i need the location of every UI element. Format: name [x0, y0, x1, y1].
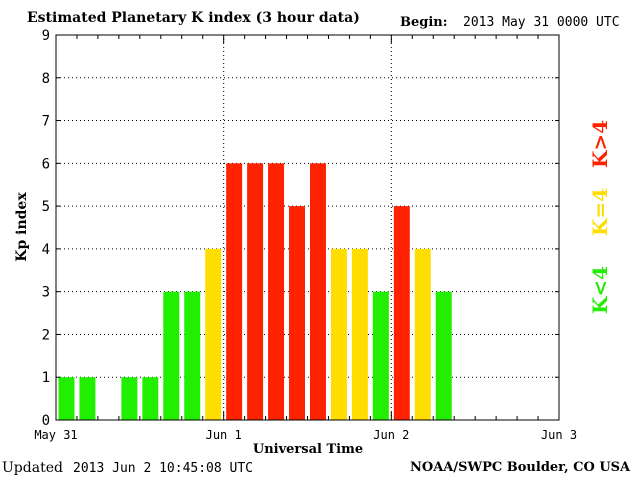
updated-value: 2013 Jun 2 10:45:08 UTC: [73, 461, 254, 476]
kp-bar: [393, 206, 410, 420]
kp-bar: [184, 291, 201, 420]
kp-bar: [226, 163, 243, 421]
x-tick-label: Jun 2: [373, 428, 409, 442]
y-tick-label: 6: [42, 156, 50, 172]
kp-bar: [58, 377, 75, 420]
x-tick-label: Jun 1: [206, 428, 242, 442]
y-tick-label: 7: [42, 114, 50, 130]
bars-layer: [58, 163, 452, 421]
kp-bar: [310, 163, 326, 421]
x-ticks: May 31 Jun 1 Jun 2 Jun 3: [34, 35, 577, 442]
kp-bar: [247, 163, 264, 421]
chart-title: Estimated Planetary K index (3 hour data…: [27, 10, 360, 26]
y-tick-label: 9: [42, 28, 50, 44]
kp-bar: [435, 291, 452, 420]
credit-text: NOAA/SWPC Boulder, CO USA: [410, 460, 631, 475]
y-tick-label: 1: [42, 370, 50, 386]
kp-bar: [79, 377, 96, 420]
y-tick-label: 3: [42, 285, 50, 301]
kp-bar: [289, 206, 305, 420]
y-tick-label: 8: [42, 71, 50, 87]
kp-bar: [121, 377, 138, 420]
updated-label: Updated: [2, 460, 63, 476]
legend-entry: K>4: [588, 120, 612, 168]
begin-value: 2013 May 31 0000 UTC: [463, 15, 620, 30]
legend: K<4 K=4 K>4: [588, 120, 612, 314]
x-tick-label: Jun 3: [541, 428, 577, 442]
y-axis-label: Kp index: [14, 192, 30, 262]
kp-bar: [330, 248, 347, 420]
kp-bar: [351, 248, 368, 420]
kp-bar: [268, 163, 285, 421]
y-tick-label: 5: [42, 199, 50, 215]
x-axis-label: Universal Time: [253, 442, 363, 457]
kp-bar: [372, 291, 389, 420]
kp-bar: [163, 291, 180, 420]
kp-bar: [414, 248, 431, 420]
plot-frame: [55, 34, 560, 421]
legend-entry: K<4: [588, 266, 612, 314]
y-ticks: 0 1 2 3 4 5 6 7 8 9: [42, 28, 559, 429]
grid-layer: [56, 35, 559, 420]
y-tick-label: 2: [42, 327, 50, 343]
kp-bar: [142, 377, 159, 420]
begin-label: Begin:: [400, 15, 448, 30]
y-tick-label: 4: [42, 242, 50, 258]
y-tick-label: 0: [42, 413, 50, 429]
kp-bar: [205, 248, 222, 420]
legend-entry: K=4: [588, 188, 612, 236]
x-tick-label: May 31: [34, 428, 77, 442]
